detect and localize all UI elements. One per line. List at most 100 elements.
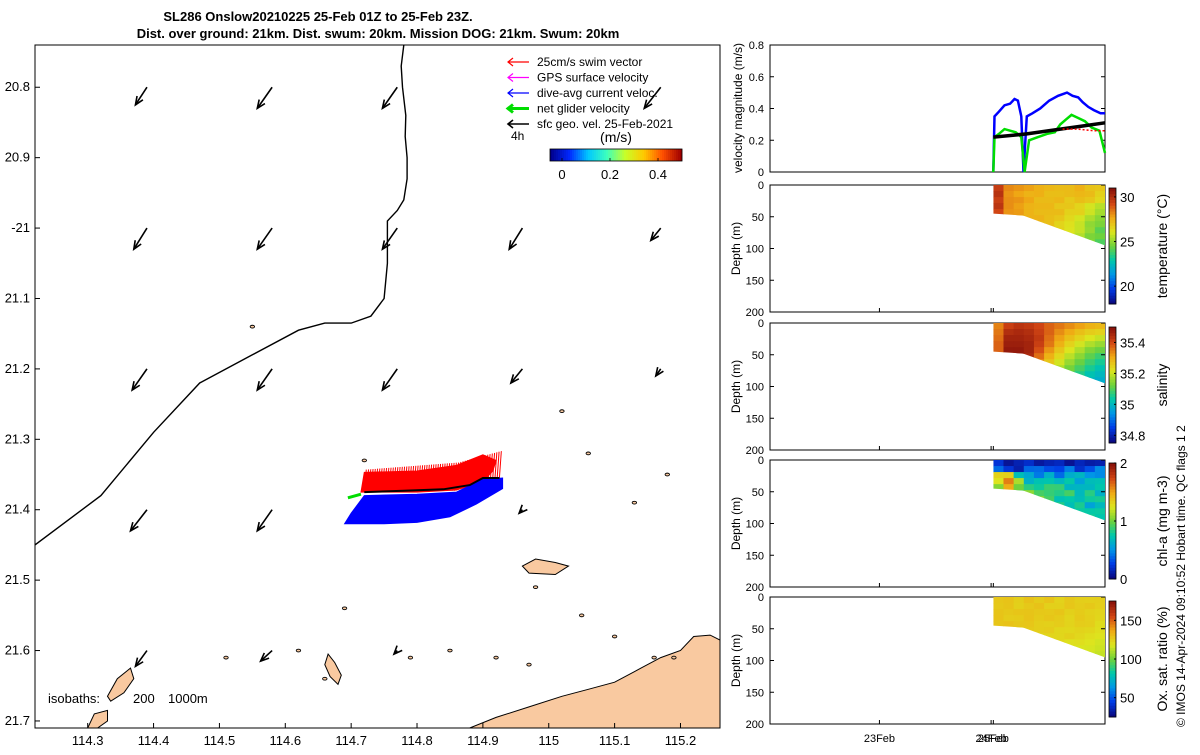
section-cell bbox=[1064, 597, 1076, 604]
colorbar-label: chl-a (mg m-3) bbox=[1154, 475, 1170, 566]
geo-arrow-shaft bbox=[133, 227, 148, 250]
colorbar-cell bbox=[670, 149, 673, 161]
section-cell bbox=[1064, 472, 1076, 479]
section-cell bbox=[1033, 478, 1045, 485]
colorbar-tick-label: 35.4 bbox=[1120, 335, 1145, 350]
section-cell bbox=[1003, 621, 1015, 628]
depth-tick-label: 100 bbox=[746, 656, 764, 668]
geo-arrow-shaft bbox=[510, 368, 524, 384]
velocity-y-tick-label: 0.6 bbox=[749, 72, 764, 84]
swim-vector bbox=[402, 466, 406, 491]
colorbar-cell bbox=[668, 149, 671, 161]
colorbar-cell bbox=[1109, 332, 1116, 337]
colorbar-cell bbox=[1109, 497, 1116, 502]
section-cell bbox=[993, 185, 1005, 192]
section-cell bbox=[1054, 203, 1065, 210]
colorbar-cell bbox=[1109, 529, 1116, 533]
colorbar-cell bbox=[1109, 518, 1116, 522]
colorbar-tick-label: 50 bbox=[1120, 691, 1134, 706]
section-cell bbox=[1044, 484, 1055, 491]
section-cell bbox=[1044, 209, 1055, 216]
velocity-y-tick-label: 0 bbox=[758, 167, 764, 179]
section-cell bbox=[1084, 185, 1096, 192]
section-cell bbox=[1013, 609, 1025, 616]
colorbar-cell bbox=[1109, 199, 1116, 203]
section-cell bbox=[1064, 209, 1076, 216]
section-cell bbox=[1044, 197, 1055, 204]
dive-avg-current-fill bbox=[343, 477, 504, 525]
colorbar-cell bbox=[1109, 254, 1116, 258]
colorbar-cell bbox=[1109, 630, 1116, 634]
section-cell bbox=[1094, 651, 1105, 658]
credit-text: © IMOS 14-Apr-2024 09:10:52 Hobart time.… bbox=[1174, 425, 1188, 727]
swim-vector bbox=[460, 461, 464, 488]
colorbar-cell bbox=[562, 149, 565, 161]
colorbar-cell bbox=[1109, 217, 1116, 221]
section-cell bbox=[1074, 621, 1086, 628]
section-cell bbox=[1054, 627, 1065, 634]
map-y-tick-label: 21.4 bbox=[5, 502, 30, 517]
depth-tick-label: 50 bbox=[752, 350, 764, 362]
colorbar-cell bbox=[616, 149, 619, 161]
colorbar-cell bbox=[1109, 702, 1116, 706]
section-cell bbox=[1084, 347, 1096, 354]
geo-arrow-head bbox=[129, 521, 139, 533]
colorbar-cell bbox=[1109, 246, 1116, 250]
velocity-y-tick-label: 0.2 bbox=[749, 135, 764, 147]
colorbar-cell bbox=[1109, 705, 1116, 709]
geo-arrow-head bbox=[654, 366, 664, 378]
swim-vector bbox=[453, 462, 457, 491]
colorbar-cell bbox=[1109, 635, 1116, 640]
section-cell bbox=[1094, 341, 1105, 348]
swim-vector bbox=[381, 468, 385, 491]
section-cell bbox=[1044, 335, 1055, 342]
swim-vector bbox=[424, 464, 428, 491]
colorbar-cell bbox=[1109, 558, 1116, 562]
colorbar-cell bbox=[1109, 437, 1116, 441]
colorbar-cell bbox=[650, 149, 653, 161]
islet-19 bbox=[671, 655, 677, 660]
depth-tick-label: 0 bbox=[758, 455, 764, 467]
mainland-coast bbox=[469, 634, 720, 728]
section-cell bbox=[1023, 185, 1035, 192]
colorbar-cell bbox=[1109, 260, 1116, 264]
geo-velocity-arrow bbox=[256, 368, 273, 392]
section-colorbar: 0 1 2 chl-a (mg m-3) bbox=[1108, 456, 1170, 587]
section-cell bbox=[1054, 460, 1065, 467]
isobath-level: 200 bbox=[133, 691, 155, 706]
section-cell bbox=[1033, 490, 1045, 497]
section-cell bbox=[1044, 609, 1055, 616]
swim-vector bbox=[363, 469, 367, 491]
section-cell bbox=[1033, 353, 1045, 360]
colorbar-cell bbox=[1109, 509, 1116, 513]
colorbar-cell bbox=[640, 149, 643, 161]
section-cell bbox=[1054, 466, 1065, 473]
colorbar-cell bbox=[634, 149, 637, 161]
section-cell bbox=[1044, 603, 1055, 610]
islet-6 bbox=[407, 655, 414, 660]
colorbar-cell bbox=[646, 149, 649, 161]
section-cell bbox=[1064, 603, 1076, 610]
section-cell bbox=[1094, 603, 1105, 610]
section-cell bbox=[1023, 323, 1035, 330]
section-cell bbox=[1044, 496, 1055, 503]
geo-velocity-arrow bbox=[649, 227, 662, 242]
geo-velocity-arrow bbox=[259, 649, 273, 663]
colorbar-cell bbox=[1109, 280, 1116, 285]
map-y-tick-label: 21.7 bbox=[5, 713, 30, 728]
colorbar-cell bbox=[1109, 211, 1116, 215]
section-cell bbox=[1074, 353, 1086, 360]
velocity-series-line bbox=[992, 91, 1105, 173]
section-cell bbox=[1064, 627, 1076, 634]
swim-vector bbox=[390, 467, 394, 491]
colorbar-cell bbox=[1109, 696, 1116, 700]
section-cell bbox=[1064, 227, 1076, 234]
section-cell bbox=[1094, 359, 1105, 366]
map-y-tick-label: 20.8 bbox=[5, 79, 30, 94]
section-cell bbox=[1033, 472, 1045, 479]
section-cell bbox=[1064, 639, 1076, 646]
section-cell bbox=[1023, 597, 1035, 604]
colorbar-cell bbox=[1109, 535, 1116, 539]
colorbar-tick-label: 35 bbox=[1120, 397, 1134, 412]
section-cell bbox=[1084, 359, 1096, 366]
